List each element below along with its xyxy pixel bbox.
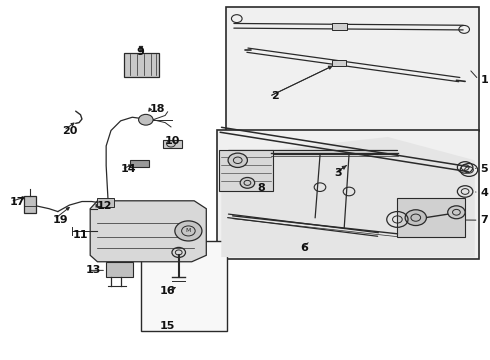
Bar xyxy=(332,60,345,66)
Text: 12: 12 xyxy=(97,201,112,211)
Text: 19: 19 xyxy=(53,215,69,225)
Bar xyxy=(220,149,272,191)
Text: 11: 11 xyxy=(73,230,88,239)
Circle shape xyxy=(175,221,202,241)
Text: M: M xyxy=(186,229,191,233)
Bar xyxy=(124,53,159,77)
Circle shape xyxy=(405,210,426,226)
Polygon shape xyxy=(90,201,206,262)
Text: 6: 6 xyxy=(301,243,309,253)
Text: 16: 16 xyxy=(160,286,175,296)
Text: 8: 8 xyxy=(257,183,265,193)
Bar xyxy=(130,159,149,167)
Bar xyxy=(98,198,114,207)
Bar xyxy=(106,262,133,277)
Text: 2: 2 xyxy=(270,91,278,101)
Bar xyxy=(226,7,479,131)
Text: 10: 10 xyxy=(164,136,180,146)
Bar xyxy=(163,140,182,148)
Text: 5: 5 xyxy=(481,164,488,174)
Circle shape xyxy=(139,114,153,125)
Circle shape xyxy=(240,177,255,188)
Text: 20: 20 xyxy=(63,126,78,135)
Text: 14: 14 xyxy=(121,164,136,174)
Text: 7: 7 xyxy=(481,215,489,225)
Text: 4: 4 xyxy=(481,188,489,198)
Bar xyxy=(397,198,465,237)
Text: 1: 1 xyxy=(481,75,489,85)
Bar xyxy=(332,23,346,30)
Polygon shape xyxy=(221,137,475,257)
Circle shape xyxy=(448,206,465,219)
Text: 3: 3 xyxy=(335,168,342,178)
Bar xyxy=(141,241,227,330)
Text: 17: 17 xyxy=(9,197,25,207)
Bar xyxy=(218,130,479,259)
Text: 18: 18 xyxy=(150,104,165,114)
Text: 15: 15 xyxy=(160,321,175,331)
Text: 13: 13 xyxy=(85,265,101,275)
Text: 9: 9 xyxy=(136,46,144,57)
Bar xyxy=(24,196,36,213)
Circle shape xyxy=(228,153,247,167)
